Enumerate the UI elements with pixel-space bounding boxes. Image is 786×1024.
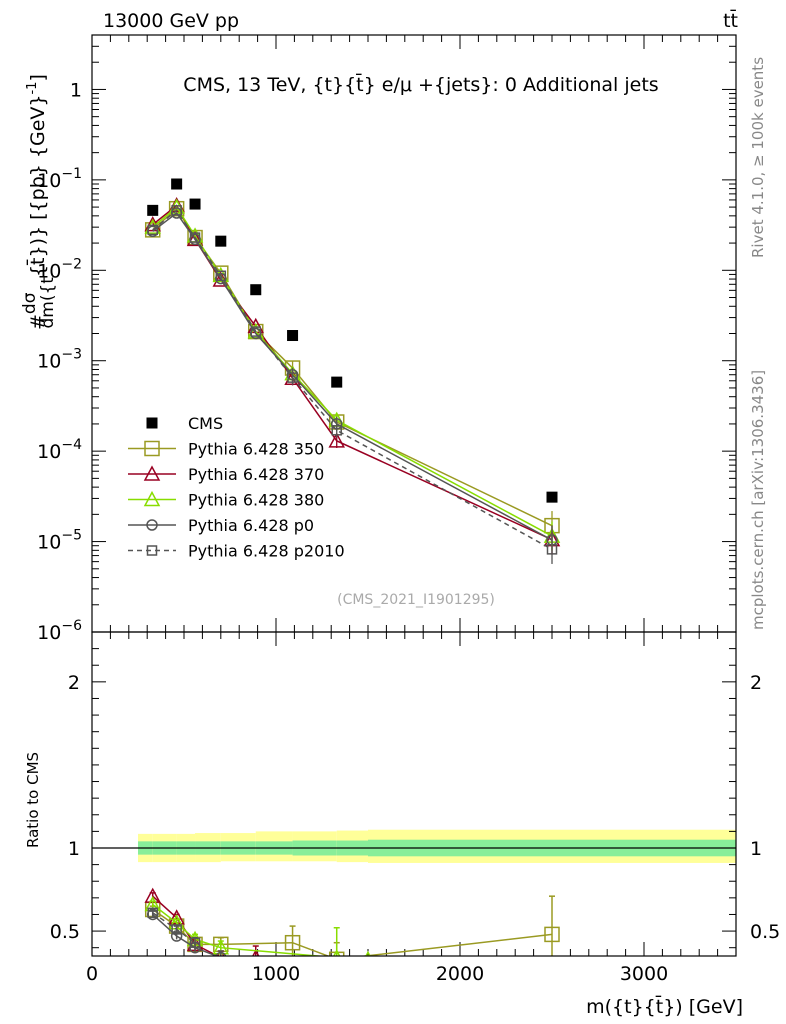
data-point-pythia-6-428-p0: [146, 225, 159, 238]
ratio-y-tick-label-right: 2: [750, 672, 762, 694]
y-tick-exponent: −6: [61, 618, 82, 634]
data-point-cms: [189, 198, 201, 210]
plot-title: CMS, 13 TeV, {t}{t̄} e/μ +{jets}: 0 Addi…: [183, 72, 658, 96]
ratio-plot-frame: [91, 631, 737, 957]
y-tick-base: 10: [37, 170, 61, 192]
ylabel-close: ]: [27, 74, 49, 81]
x-tick-label: 3000: [620, 963, 668, 985]
y-tick-label: 10−3: [37, 347, 82, 373]
y-tick-label: 10−6: [37, 618, 82, 644]
legend-label-pythia-6-428-p0: Pythia 6.428 p0: [188, 516, 314, 535]
y-tick-label: 1: [70, 79, 82, 101]
ylabel-exponent: -1: [25, 82, 40, 95]
y-tick-base: 1: [70, 79, 82, 101]
legend: CMS Pythia 6.428 350 Pythia 6.428 370 Pythi…: [128, 414, 345, 561]
y-tick-label: 10−4: [37, 437, 82, 463]
ratio-point-pythia-6-428-p0: [170, 930, 183, 942]
x-axis-label: m({t}{t̄}) [GeV]: [586, 994, 743, 1018]
legend-label-pythia-6-428-350: Pythia 6.428 350: [188, 440, 324, 459]
y-tick-exponent: −2: [61, 256, 82, 272]
y-tick-exponent: −5: [61, 528, 82, 544]
data-point-pythia-6-428-p0: [215, 272, 227, 285]
svg-text:#dσdm({t{t̄})} [{pb} {GeV}-1]: #dσdm({t{t̄})} [{pb} {GeV}-1]: [20, 74, 58, 330]
ylabel-denominator: dm({t: [38, 277, 58, 329]
y-tick-label: 10−1: [37, 166, 82, 192]
y-tick-exponent: −4: [61, 437, 82, 453]
y-tick-exponent: −1: [61, 166, 82, 182]
ratio-line-pythia-6-428-370: [152, 895, 220, 956]
data-point-cms: [546, 491, 558, 503]
legend-marker-pythia-6-428-380: [143, 490, 161, 507]
rivet-version-label: Rivet 4.1.0, ≥ 100k events: [749, 57, 767, 258]
data-point-pythia-6-428-p0: [250, 327, 262, 340]
data-point-pythia-6-428-p0: [170, 207, 183, 219]
data-point-pythia-6-428-p0: [189, 233, 201, 246]
ratio-y-tick-label-right: 0.5: [750, 921, 780, 943]
legend-marker-pythia-6-428-p0: [146, 519, 158, 531]
legend-label-cms: CMS: [188, 414, 223, 433]
legend-marker-cms: [146, 417, 158, 429]
series-line-pythia-6-428-380: [152, 205, 553, 537]
legend-marker-pythia-6-428-p2010: [146, 545, 158, 556]
ratio-axis-ticks: 0.5 0.5 1 1 2 2 0 1000 2000 3000: [50, 631, 780, 985]
ratio-ylabel: Ratio to CMS: [24, 752, 42, 848]
data-point-cms: [147, 204, 159, 216]
legend-label-pythia-6-428-380: Pythia 6.428 380: [188, 491, 324, 510]
y-tick-base: 10: [37, 260, 61, 282]
mcplots-label: mcplots.cern.ch [arXiv:1306.3436]: [749, 370, 767, 630]
y-tick-base: 10: [37, 351, 61, 373]
ratio-uncertainty-bands: [92, 829, 736, 863]
data-point-pythia-6-428-380: [247, 323, 265, 339]
main-ylabel: #dσdm({t{t̄})} [{pb} {GeV}-1]: [20, 74, 58, 330]
main-axis-ticks: 110−110−210−310−410−510−6: [37, 34, 737, 644]
ylabel-hash: #: [27, 314, 49, 330]
data-point-cms: [215, 235, 227, 247]
ylabel-numerator: dσ: [20, 292, 40, 314]
x-tick-label: 2000: [436, 963, 484, 985]
ratio-y-tick-label-right: 1: [750, 838, 762, 860]
ratio-point-pythia-6-428-p0: [146, 908, 159, 921]
header-process-label: 13000 GeV pp: [103, 10, 239, 32]
data-point-cms: [287, 330, 299, 342]
y-tick-label: 10−5: [37, 528, 82, 554]
ratio-line-pythia-6-428-380: [152, 903, 327, 956]
header-tt-label: tt̄: [723, 8, 738, 32]
y-tick-label: 10−2: [37, 256, 82, 282]
data-point-pythia-6-428-350: [168, 200, 185, 217]
x-tick-label: 1000: [252, 963, 300, 985]
ratio-y-tick-label-left: 2: [68, 672, 80, 694]
legend-label-pythia-6-428-p2010: Pythia 6.428 p2010: [188, 542, 345, 561]
analysis-watermark: (CMS_2021_I1901295): [337, 592, 495, 608]
ratio-y-tick-label-left: 1: [68, 838, 80, 860]
ratio-line-pythia-6-428-p0: [152, 913, 219, 956]
ratio-point-pythia-6-428-p0: [189, 941, 201, 954]
data-point-cms: [171, 178, 183, 190]
ratio-y-tick-label-left: 0.5: [50, 921, 80, 943]
ratio-point-pythia-6-428-350: [284, 934, 301, 951]
data-point-pythia-6-428-370: [186, 230, 204, 247]
y-tick-base: 10: [37, 622, 61, 644]
ratio-series: [144, 887, 560, 956]
legend-marker-pythia-6-428-370: [143, 465, 161, 481]
ratio-point-pythia-6-428-p0: [215, 951, 227, 956]
legend-label-pythia-6-428-370: Pythia 6.428 370: [188, 465, 324, 484]
data-point-cms: [331, 376, 343, 388]
data-point-cms: [250, 284, 262, 296]
y-tick-base: 10: [37, 532, 61, 554]
ratio-point-pythia-6-428-350: [544, 926, 560, 943]
main-series: [144, 178, 561, 564]
ylabel-units: {t̄})} [{pb} {GeV}: [25, 95, 49, 278]
ratio-line-pythia-6-428-350: [152, 908, 553, 956]
y-tick-base: 10: [37, 441, 61, 463]
x-tick-label: 0: [86, 963, 98, 985]
y-tick-exponent: −3: [61, 347, 82, 363]
legend-marker-pythia-6-428-350: [144, 440, 160, 457]
